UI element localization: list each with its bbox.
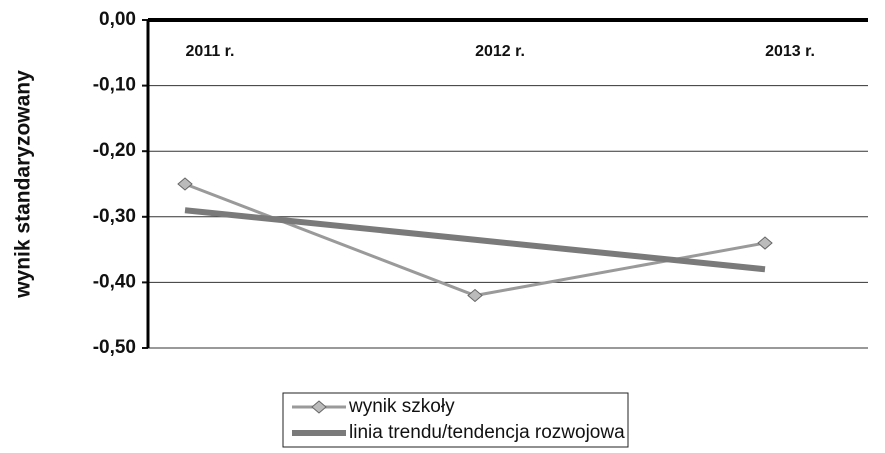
category-label: 2013 r. <box>765 43 815 60</box>
legend-label: linia trendu/tendencja rozwojowa <box>349 422 625 443</box>
y-tick-label: -0,30 <box>93 206 136 227</box>
category-label: 2011 r. <box>186 43 235 60</box>
data-point <box>467 288 483 303</box>
y-tick-label: -0,40 <box>93 271 136 292</box>
y-tick-label: -0,50 <box>93 337 136 358</box>
data-point <box>177 177 193 191</box>
data-point <box>757 236 773 250</box>
y-tick-label: -0,20 <box>93 140 136 161</box>
y-tick-label: -0,10 <box>93 75 136 96</box>
legend-box <box>282 392 629 448</box>
y-axis-label: wynik standaryzowany <box>12 70 35 299</box>
y-tick-label: 0,00 <box>99 9 136 30</box>
trend-line <box>184 207 766 273</box>
category-label: 2012 r. <box>475 43 525 60</box>
legend-marker <box>311 400 327 414</box>
legend-label: wynik szkoły <box>348 396 455 417</box>
